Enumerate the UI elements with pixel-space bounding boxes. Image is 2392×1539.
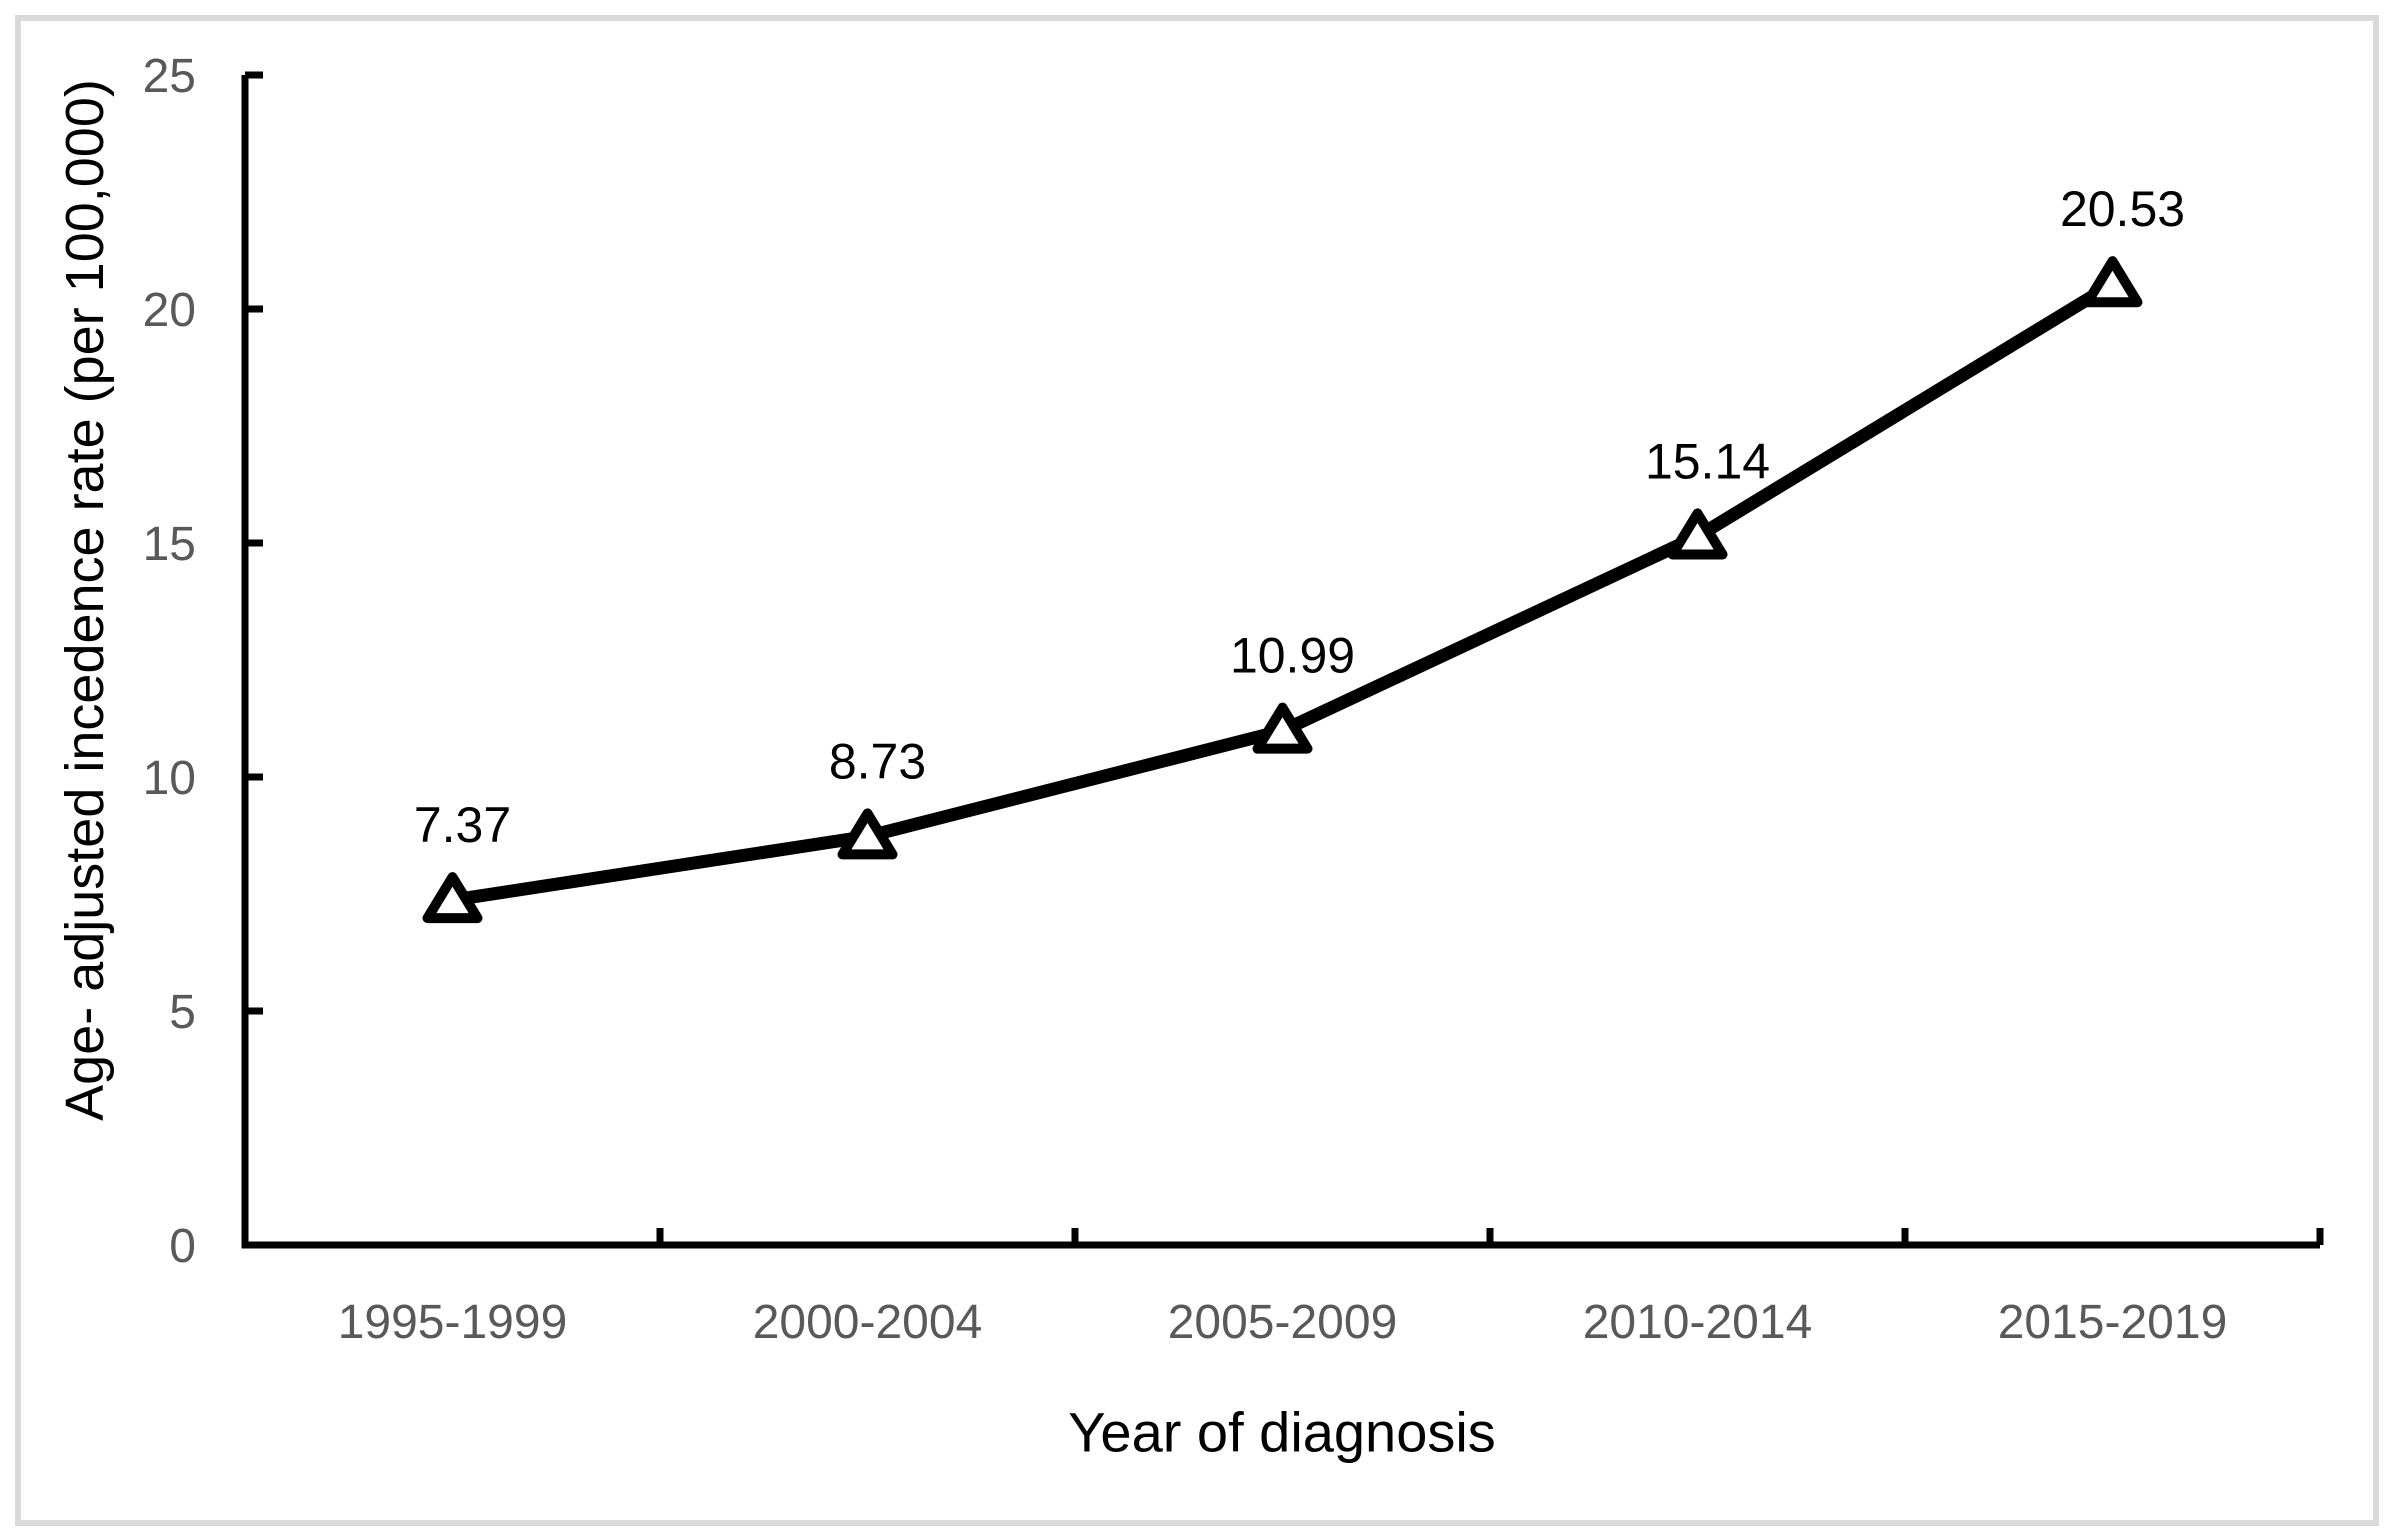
x-tick-label: 2005-2009: [1168, 1296, 1398, 1349]
y-tick-label: 15: [143, 518, 196, 571]
x-tick-label: 2000-2004: [753, 1296, 983, 1349]
x-tick-label: 2010-2014: [1583, 1296, 1813, 1349]
y-tick-label: 10: [143, 752, 196, 805]
data-point-marker: [837, 808, 898, 860]
y-axis-title: Age- adjusted incedence rate (per 100,00…: [55, 79, 115, 1121]
data-point-label: 15.14: [1645, 433, 1770, 489]
y-tick-label: 20: [143, 284, 196, 337]
y-tick-label: 5: [169, 986, 196, 1039]
data-point-label: 8.73: [829, 733, 926, 789]
data-point-marker: [1667, 508, 1728, 560]
y-tick-label: 0: [169, 1220, 196, 1273]
data-point-marker: [2082, 256, 2143, 308]
data-point-label: 20.53: [2060, 181, 2185, 237]
data-point-label: 10.99: [1230, 628, 1355, 684]
y-tick-label: 25: [143, 50, 196, 103]
x-tick-label: 1995-1999: [338, 1296, 568, 1349]
x-axis-title: Year of diagnosis: [1068, 1400, 1496, 1464]
data-point-marker: [422, 872, 483, 924]
data-point-marker: [1252, 702, 1313, 754]
x-tick-label: 2015-2019: [1998, 1296, 2228, 1349]
data-point-label: 7.37: [414, 797, 511, 853]
series-line: [446, 277, 2119, 907]
